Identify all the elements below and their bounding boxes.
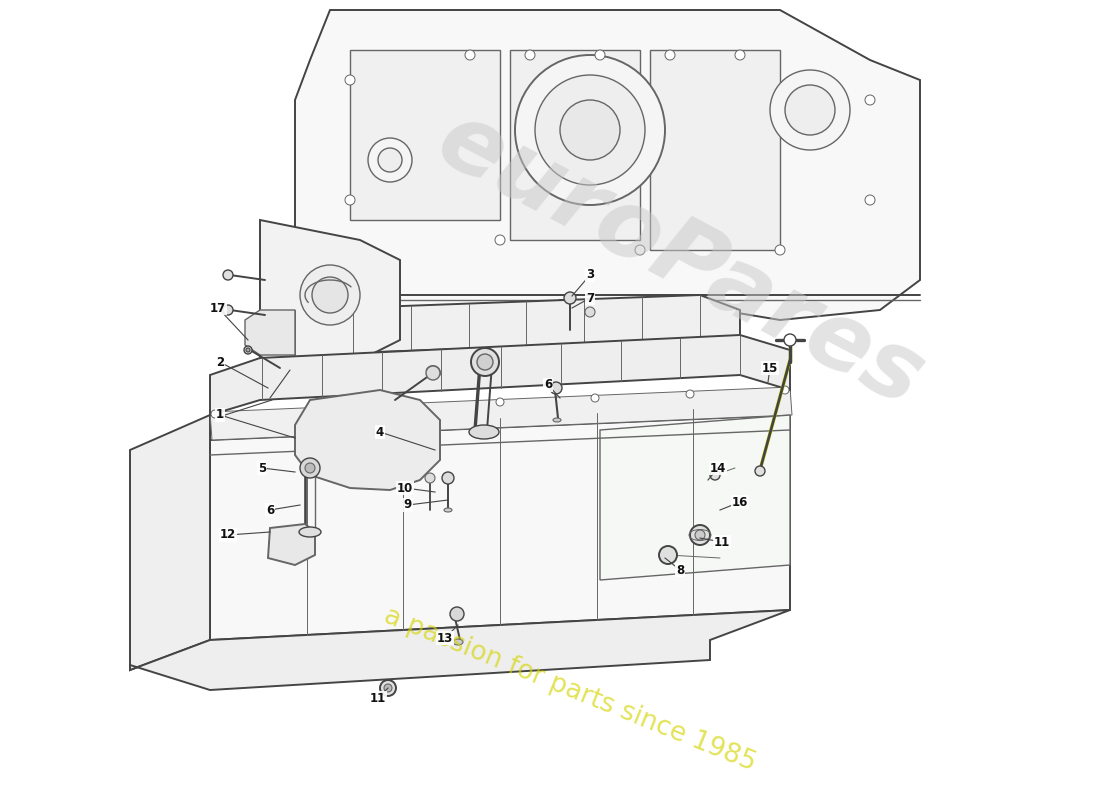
Text: 15: 15 <box>762 362 778 374</box>
Circle shape <box>770 70 850 150</box>
Circle shape <box>378 148 402 172</box>
Circle shape <box>368 138 412 182</box>
Polygon shape <box>130 415 210 670</box>
Polygon shape <box>210 387 792 440</box>
Circle shape <box>246 348 250 352</box>
Text: 6: 6 <box>543 378 552 391</box>
Circle shape <box>865 195 874 205</box>
Polygon shape <box>245 310 295 355</box>
Text: 5: 5 <box>257 462 266 474</box>
Circle shape <box>223 305 233 315</box>
Circle shape <box>305 463 315 473</box>
Text: 3: 3 <box>586 269 594 282</box>
Text: 17: 17 <box>210 302 227 314</box>
Circle shape <box>300 265 360 325</box>
Circle shape <box>477 354 493 370</box>
Polygon shape <box>210 390 790 440</box>
Circle shape <box>755 466 764 476</box>
Circle shape <box>495 235 505 245</box>
Ellipse shape <box>453 639 463 645</box>
Text: 7: 7 <box>586 291 594 305</box>
Circle shape <box>442 472 454 484</box>
Circle shape <box>781 386 789 394</box>
Polygon shape <box>130 610 790 690</box>
Text: a passion for parts since 1985: a passion for parts since 1985 <box>381 603 760 777</box>
Text: 11: 11 <box>714 535 730 549</box>
Polygon shape <box>260 295 740 355</box>
Circle shape <box>635 245 645 255</box>
Text: 1: 1 <box>216 409 224 422</box>
Ellipse shape <box>469 425 499 439</box>
Ellipse shape <box>444 508 452 512</box>
Circle shape <box>345 75 355 85</box>
Circle shape <box>591 394 600 402</box>
Circle shape <box>595 50 605 60</box>
Ellipse shape <box>299 527 321 537</box>
Circle shape <box>686 390 694 398</box>
Circle shape <box>785 85 835 135</box>
Circle shape <box>710 470 720 480</box>
Text: 6: 6 <box>266 503 274 517</box>
Circle shape <box>564 292 576 304</box>
Ellipse shape <box>553 418 561 422</box>
Circle shape <box>345 195 355 205</box>
Polygon shape <box>260 10 920 360</box>
Circle shape <box>384 684 392 692</box>
Circle shape <box>426 366 440 380</box>
Text: 9: 9 <box>404 498 412 511</box>
Polygon shape <box>260 220 400 360</box>
Circle shape <box>525 50 535 60</box>
Polygon shape <box>210 335 790 415</box>
Circle shape <box>450 607 464 621</box>
Text: 12: 12 <box>220 529 236 542</box>
Circle shape <box>690 525 710 545</box>
Circle shape <box>776 245 785 255</box>
Circle shape <box>560 100 620 160</box>
Circle shape <box>784 334 796 346</box>
Circle shape <box>695 530 705 540</box>
Polygon shape <box>295 390 440 490</box>
Circle shape <box>244 346 252 354</box>
Circle shape <box>312 277 348 313</box>
Polygon shape <box>350 50 500 220</box>
Circle shape <box>471 348 499 376</box>
Text: 14: 14 <box>710 462 726 474</box>
Circle shape <box>496 398 504 406</box>
Circle shape <box>865 95 874 105</box>
Text: euroPares: euroPares <box>421 94 938 426</box>
Text: 16: 16 <box>732 495 748 509</box>
Circle shape <box>585 307 595 317</box>
Circle shape <box>379 680 396 696</box>
Circle shape <box>535 75 645 185</box>
Circle shape <box>425 473 435 483</box>
Polygon shape <box>510 50 640 240</box>
Circle shape <box>211 410 219 418</box>
Text: 2: 2 <box>216 355 224 369</box>
Circle shape <box>300 458 320 478</box>
Circle shape <box>465 50 475 60</box>
Polygon shape <box>650 50 780 250</box>
Text: 11: 11 <box>370 691 386 705</box>
Polygon shape <box>210 390 790 640</box>
Circle shape <box>735 50 745 60</box>
Circle shape <box>306 406 313 414</box>
Circle shape <box>402 402 409 410</box>
Polygon shape <box>600 415 790 580</box>
Circle shape <box>666 50 675 60</box>
Text: 4: 4 <box>376 426 384 438</box>
Circle shape <box>223 270 233 280</box>
Text: 10: 10 <box>397 482 414 494</box>
Circle shape <box>515 55 666 205</box>
Text: 13: 13 <box>437 631 453 645</box>
Polygon shape <box>268 524 315 565</box>
Text: 8: 8 <box>675 563 684 577</box>
Circle shape <box>659 546 676 564</box>
Circle shape <box>550 382 562 394</box>
